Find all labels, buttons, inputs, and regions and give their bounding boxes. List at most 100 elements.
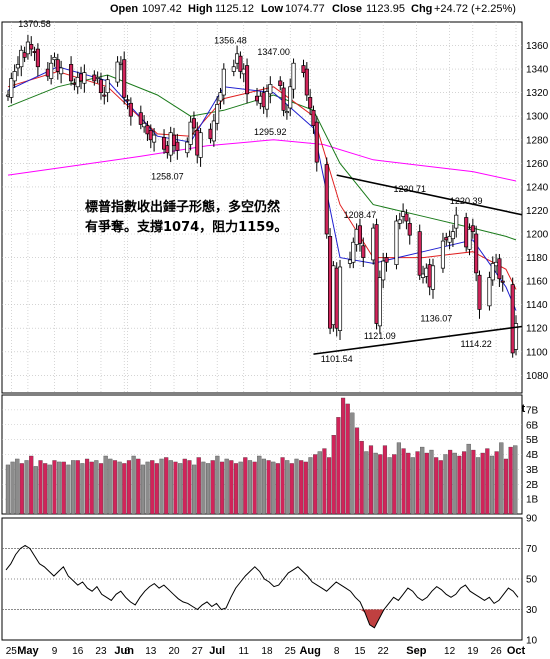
oscillator-x-tick-label: May	[17, 645, 39, 657]
price-extreme-label: 1230.71	[393, 184, 426, 194]
oscillator-x-tick-label: 16	[72, 646, 84, 657]
volume-bar	[299, 460, 304, 515]
candle-up	[430, 265, 436, 290]
candle-up	[231, 66, 236, 72]
volume-bar	[289, 463, 294, 515]
oscillator-y-tick-label: 50	[526, 575, 538, 586]
candle-down	[55, 59, 60, 72]
oscillator-x-tick-label: 23	[95, 646, 107, 657]
candle-down	[122, 59, 127, 98]
candle-up	[152, 134, 157, 143]
candle-down	[477, 274, 482, 310]
oscillator-x-tick-label: 6	[125, 646, 131, 657]
oscillator-x-tick-label: 26	[491, 646, 503, 657]
volume-bar	[38, 460, 43, 515]
volume-bar	[224, 458, 229, 515]
volume-bar	[364, 451, 369, 515]
volume-bar	[354, 427, 360, 515]
candle-up	[351, 241, 356, 263]
price-extreme-label: 1295.92	[254, 127, 287, 137]
volume-bar	[140, 464, 145, 515]
candle-up	[494, 261, 499, 267]
volume-panel: 7B 6B 5B 4B 3B 2B 1B	[1, 394, 539, 515]
volume-bar	[215, 455, 220, 515]
candle-up	[420, 273, 426, 278]
price-y-tick-label: 1220	[526, 206, 549, 217]
annotation-line-1: 標普指數收出錘子形態，多空仍然	[85, 199, 280, 215]
candle-up	[291, 62, 296, 90]
volume-bar	[461, 451, 467, 515]
trendline-resistance	[336, 174, 523, 216]
price-extreme-label: 1220.39	[450, 196, 483, 206]
candle-down	[328, 236, 333, 329]
oscillator-plot-frame	[1, 517, 523, 641]
candle-down	[474, 233, 479, 274]
candle-up	[264, 91, 270, 110]
volume-bar	[131, 455, 136, 515]
candle-up	[381, 260, 386, 281]
candle-up	[288, 86, 293, 109]
candle-down	[145, 125, 150, 135]
candle-down	[29, 44, 34, 50]
oscillator-x-tick-label: Jul	[209, 645, 225, 657]
candle-up	[331, 265, 336, 326]
candle-up	[235, 53, 240, 64]
candle-down	[497, 258, 502, 280]
candle-down	[464, 217, 469, 248]
candle-down	[384, 257, 389, 263]
header-open-value: 1097.42	[142, 3, 182, 15]
volume-y-tick-label: 6B	[526, 420, 539, 431]
volume-y-tick-label: 4B	[526, 450, 539, 461]
oscillator-x-tick-label: 11	[239, 646, 250, 657]
price-extreme-label: 1121.09	[364, 331, 396, 341]
candle-down	[98, 79, 104, 94]
volume-bar	[359, 440, 364, 515]
volume-bar	[159, 458, 164, 515]
candle-down	[314, 121, 319, 163]
candle-down	[500, 280, 505, 283]
volume-bar	[112, 460, 118, 515]
candle-up	[467, 228, 472, 250]
oscillator-x-tick-label: 18	[261, 646, 273, 657]
volume-bar	[322, 448, 327, 515]
volume-bar	[475, 457, 481, 515]
oscillator-y-tick-label: 70	[526, 544, 538, 555]
volume-bar	[261, 458, 267, 515]
price-y-tick-label: 1360	[526, 41, 549, 52]
candle-up	[354, 228, 359, 245]
volume-bar	[57, 461, 62, 515]
candle-down	[308, 97, 313, 109]
candle-up	[168, 132, 173, 156]
volume-bar	[61, 461, 66, 515]
volume-bar	[508, 446, 513, 515]
oscillator-x-tick-label: Aug	[299, 645, 320, 657]
price-plot-frame	[1, 21, 523, 394]
volume-bar	[164, 457, 169, 515]
candle-down	[195, 130, 200, 156]
candle-down	[92, 74, 97, 82]
volume-y-tick-label: 5B	[526, 435, 539, 446]
volume-bar	[513, 445, 518, 515]
price-y-tick-label: 1300	[526, 112, 549, 123]
candle-up	[454, 214, 459, 229]
volume-bar	[448, 449, 453, 515]
oscillator-x-tick-label: 15	[354, 646, 366, 657]
volume-bar	[485, 448, 490, 515]
volume-bar	[331, 435, 336, 515]
volume-bar	[373, 452, 378, 515]
oscillator-x-tick-label: Oct	[507, 645, 526, 657]
candle-up	[19, 49, 24, 68]
volume-bar	[313, 454, 318, 515]
candle-down	[162, 137, 167, 150]
volume-bar	[210, 460, 215, 515]
candle-up	[221, 68, 226, 96]
volume-bar	[29, 455, 34, 515]
header-high-label: High	[188, 3, 213, 15]
volume-bar	[205, 463, 211, 515]
ma-red-line	[7, 70, 517, 290]
price-extreme-label: 1208.47	[344, 210, 377, 220]
candle-up	[185, 141, 190, 154]
candle-up	[284, 111, 289, 114]
candle-down	[324, 164, 329, 235]
ma-magenta-line	[7, 139, 517, 182]
